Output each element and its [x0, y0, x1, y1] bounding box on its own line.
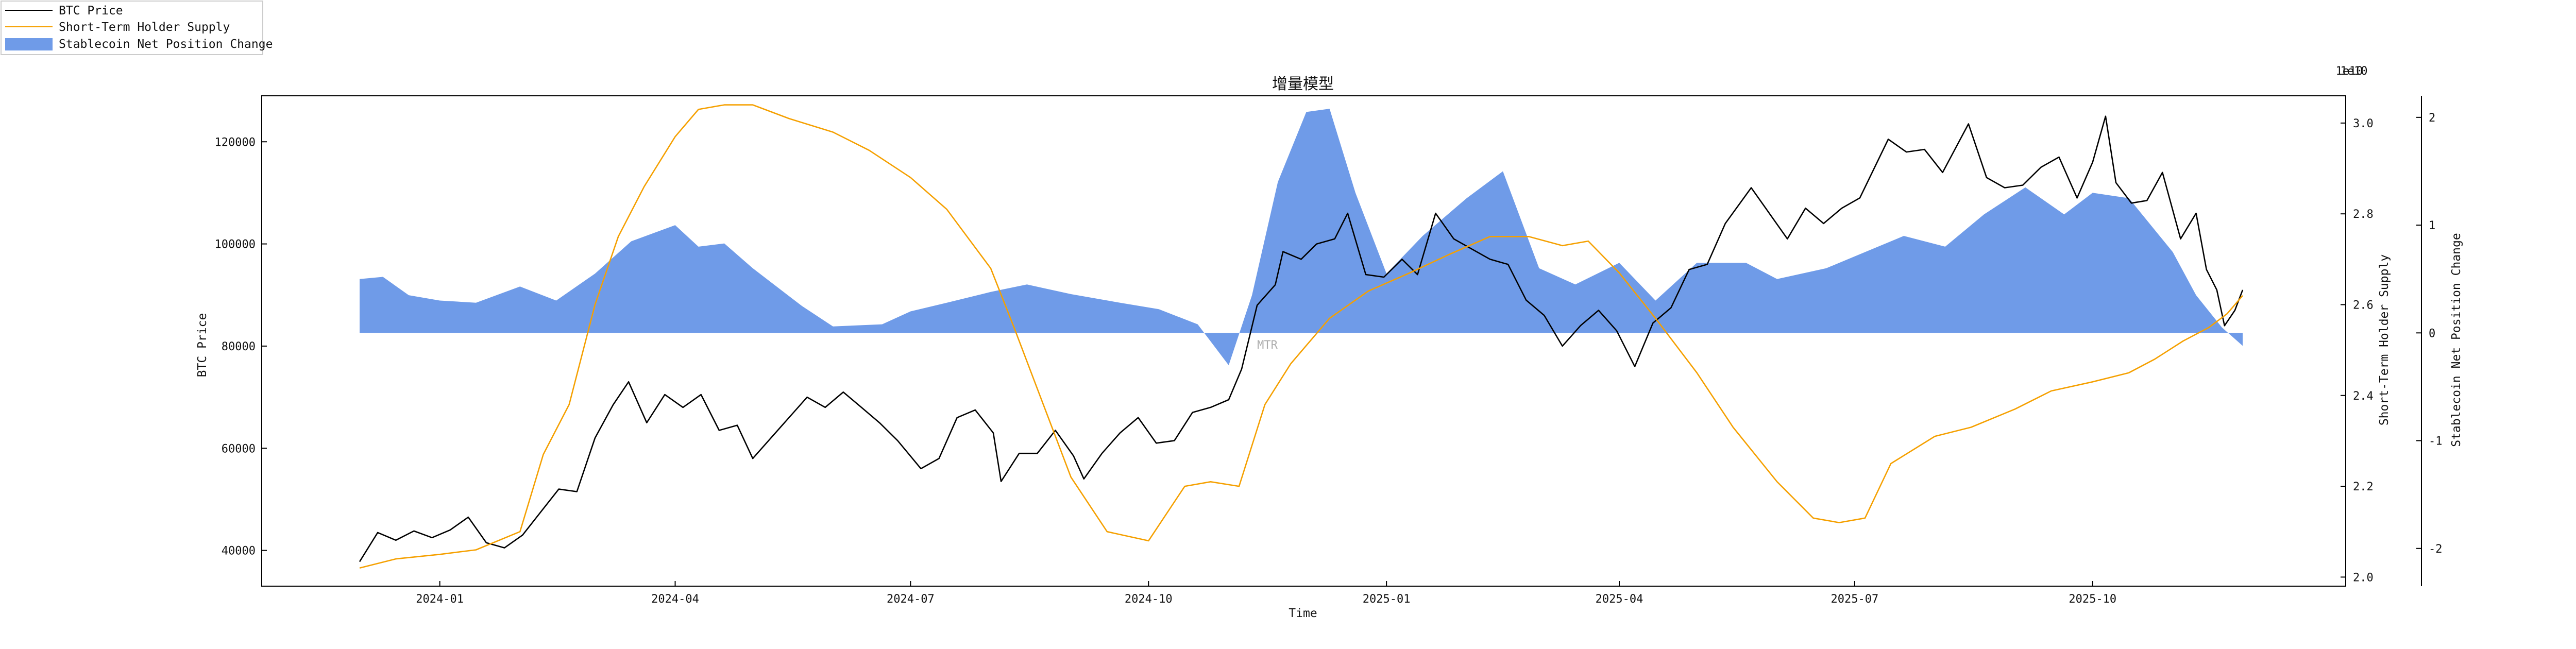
stablecoin-area-series — [360, 109, 2243, 366]
legend-swatch-stablecoin — [5, 38, 53, 50]
y-tick-label-sth-supply: 3.0 — [2353, 117, 2374, 130]
chart-title: 增量模型 — [1272, 75, 1334, 93]
axes — [261, 95, 2422, 587]
plot-frame — [261, 95, 2346, 587]
y-tick-label-btc-price: 40000 — [222, 545, 256, 558]
y-tick-label-btc-price: 80000 — [222, 340, 256, 353]
y-tick-label-sth-supply: 2.0 — [2353, 571, 2374, 584]
x-tick-label: 2025-10 — [2069, 593, 2116, 606]
line-series-group — [359, 104, 2244, 569]
y-tick-label-btc-price: 120000 — [215, 136, 256, 149]
legend: BTC Price Short-Term Holder Supply Stabl… — [1, 1, 273, 55]
x-axis-label: Time — [1289, 607, 1317, 620]
y-tick-label-sth-supply: 2.2 — [2353, 481, 2374, 493]
axis-offset-stablecoin: 1e10 — [2341, 65, 2368, 78]
x-tick-label: 2025-01 — [1363, 593, 1411, 606]
x-tick-label: 2024-10 — [1125, 593, 1173, 606]
legend-label-stablecoin: Stablecoin Net Position Change — [59, 38, 273, 51]
btc-price-line — [359, 115, 2244, 562]
legend-label-sth-supply: Short-Term Holder Supply — [59, 21, 230, 34]
y-tick-label-btc-price: 100000 — [215, 238, 256, 251]
tick-group: 2024-01 2024-04 2024-07 2024-10 2025-01 2025-… — [215, 112, 2443, 606]
x-tick-label: 2024-04 — [651, 593, 699, 606]
y-tick-label-stablecoin: -2 — [2429, 543, 2443, 556]
y-tick-label-btc-price: 60000 — [222, 442, 256, 455]
y-axis-label-sth-supply: Short-Term Holder Supply — [2378, 254, 2391, 425]
x-tick-label: 2025-04 — [1596, 593, 1643, 606]
plot-area: MTR — [359, 104, 2244, 569]
y-tick-label-sth-supply: 2.6 — [2353, 299, 2374, 312]
axis-offset-sth-supply: 1e10 — [2336, 65, 2363, 78]
y-tick-label-stablecoin: -1 — [2429, 435, 2443, 448]
y-axis-label-btc-price: BTC Price — [196, 313, 209, 378]
watermark: MTR — [1257, 339, 1278, 352]
sth-supply-line — [359, 104, 2243, 569]
stablecoin-area-path — [360, 109, 2243, 366]
x-tick-label: 2025-07 — [1831, 593, 1879, 606]
y-tick-label-stablecoin: 2 — [2429, 112, 2435, 125]
y-tick-label-stablecoin: 1 — [2429, 219, 2435, 232]
y-axis-label-stablecoin: Stablecoin Net Position Change — [2450, 233, 2463, 447]
legend-label-btc-price: BTC Price — [59, 4, 123, 18]
y-tick-label-stablecoin: 0 — [2429, 327, 2435, 340]
y-tick-label-sth-supply: 2.8 — [2353, 208, 2374, 221]
x-tick-label: 2024-07 — [887, 593, 935, 606]
x-tick-label: 2024-01 — [416, 593, 464, 606]
y-tick-label-sth-supply: 2.4 — [2353, 390, 2374, 403]
